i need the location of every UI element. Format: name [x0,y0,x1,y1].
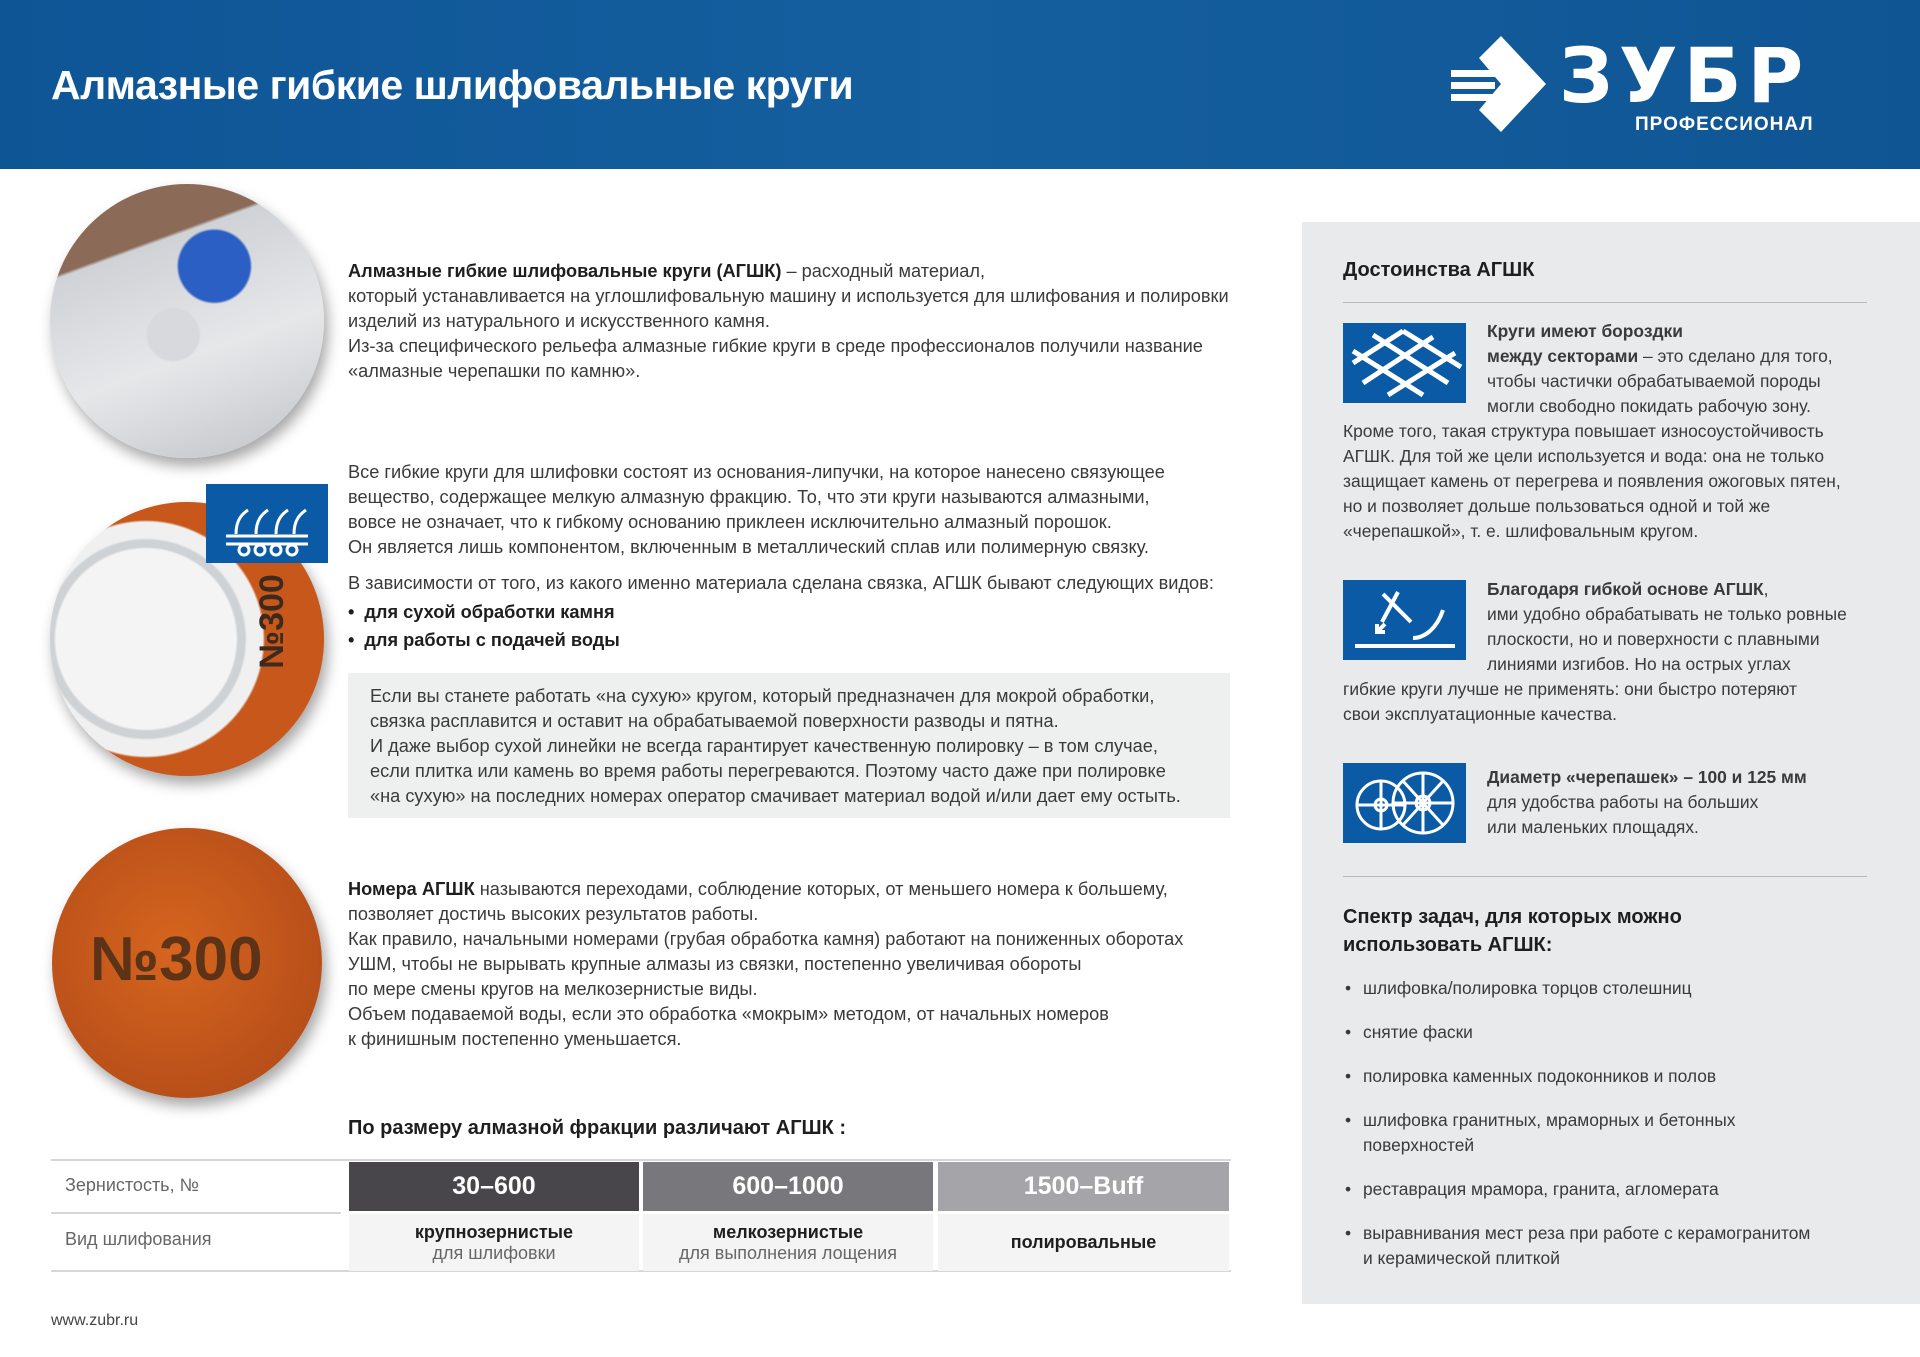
task-item: снятие фаски [1345,1020,1473,1045]
panel-title: Достоинства АГШК [1343,259,1535,281]
feature-lead: , ими удобно обрабатывать не только ровн… [1487,579,1847,674]
feature-grooves: Круги имеют бороздки между секторами – э… [1343,319,1883,544]
feature-bold: Круги имеют бороздки между секторами [1487,321,1683,366]
disc-number: №300 [252,574,291,669]
task-item: шлифовка/полировка торцов столешниц [1345,976,1692,1001]
row-label: Вид шлифования [65,1229,212,1249]
numbers-bold: Номера АГШК [348,879,475,899]
logo-wordmark: ЗУБР [1559,31,1810,120]
task-text: шлифовка/полировка торцов столешниц [1363,978,1692,998]
type-label: мелкозернистые [712,1221,864,1242]
composition-paragraph: Все гибкие круги для шлифовки состоят из… [348,462,1165,557]
grit-table: Зернистость, № Вид шлифования 30–600 600… [51,1159,1231,1272]
website-link[interactable]: www.zubr.ru [51,1312,139,1329]
grid-grooves-icon [1343,323,1466,403]
divider [1343,876,1867,877]
type-cell: полировальные [938,1214,1229,1271]
warning-note: Если вы станете работать «на сухую» круг… [348,673,1230,818]
logo-subtitle: ПРОФЕССИОНАЛ [1635,114,1814,135]
feature-bold: Диаметр «черепашек» – 100 и 125 мм [1487,767,1807,787]
disc-number: №300 [90,925,263,994]
intro-paragraph: Алмазные гибкие шлифовальные круги (АГШК… [348,259,1238,384]
grit-cell: 600–1000 [643,1162,933,1211]
zubr-logo: ЗУБР ПРОФЕССИОНАЛ [1451,34,1867,136]
task-text: полировка каменных подоконников и полов [1363,1066,1717,1086]
type-item: для работы с подачей воды [348,630,619,651]
table-title: По размеру алмазной фракции различают АГ… [348,1117,847,1139]
disc-front-photo: №300 [52,828,322,1098]
grit-cell: 1500–Buff [938,1162,1229,1211]
feature-flexible: Благодаря гибкой основе АГШК, ими удобно… [1343,577,1883,727]
types-intro: В зависимости от того, из какого именно … [348,573,1214,593]
numbers-paragraph: Номера АГШК называются переходами, соблю… [348,877,1238,1052]
feature-diameter: Диаметр «черепашек» – 100 и 125 мм для у… [1343,765,1883,840]
divider [1343,302,1867,303]
disc-diameter-icon [1343,763,1466,843]
type-label: полировальные [1010,1232,1157,1252]
feature-lead: – это сделано для того, чтобы частички о… [1487,346,1833,416]
task-text: выравнивания мест реза при работе с кера… [1363,1223,1811,1268]
task-text: шлифовка гранитных, мраморных и бетонных… [1363,1110,1736,1155]
task-item: выравнивания мест реза при работе с кера… [1345,1221,1810,1271]
type-cell: мелкозернистые для выполнения лощения [643,1214,933,1271]
type-label: крупнозернистые [414,1221,574,1242]
feature-bold: Благодаря гибкой основе АГШК [1487,579,1764,599]
intro-bold: Алмазные гибкие шлифовальные круги (АГШК… [348,261,782,281]
type-desc: для выполнения лощения [679,1242,897,1263]
logo-mark-icon [1451,36,1546,132]
task-item: реставрация мрамора, гранита, агломерата [1345,1177,1719,1202]
feature-text: гибкие круги лучше не применять: они быс… [1343,679,1797,724]
tasks-title: Спектр задач, для которых можно использо… [1343,906,1682,956]
intro-text: – расходный материал, который устанавлив… [348,261,1229,381]
type-cell: крупнозернистые для шлифовки [349,1214,639,1271]
task-text: реставрация мрамора, гранита, агломерата [1363,1179,1719,1199]
page-title: Алмазные гибкие шлифовальные круги [51,62,854,108]
grit-cell: 30–600 [349,1162,639,1211]
flexible-base-icon [1343,580,1466,660]
task-item: полировка каменных подоконников и полов [1345,1064,1716,1089]
type-item: для сухой обработки камня [348,602,614,623]
numbers-text: называются переходами, соблюдение которы… [348,879,1184,1049]
task-text: снятие фаски [1363,1022,1473,1042]
feature-lead: для удобства работы на больших или мален… [1487,792,1759,837]
header-banner [0,0,1920,169]
task-item: шлифовка гранитных, мраморных и бетонных… [1345,1108,1735,1158]
type-desc: для шлифовки [432,1242,556,1263]
bond-structure-icon [206,484,328,563]
feature-text: Кроме того, такая структура повышает изн… [1343,421,1841,541]
row-label: Зернистость, № [65,1175,199,1195]
row-divider [51,1212,341,1214]
grinder-photo [50,184,324,458]
